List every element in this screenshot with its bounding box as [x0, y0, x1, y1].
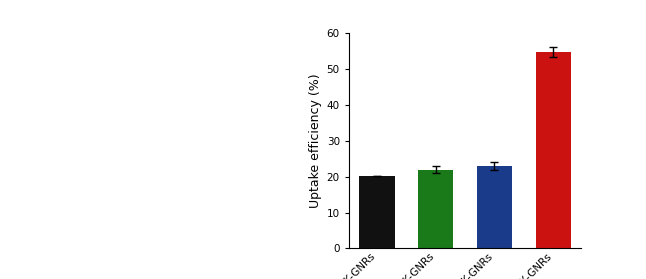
Bar [418, 170, 453, 248]
Bar [359, 176, 395, 248]
Y-axis label: Uptake efficiency (%): Uptake efficiency (%) [309, 74, 322, 208]
Bar [536, 52, 571, 248]
Bar [477, 166, 512, 248]
